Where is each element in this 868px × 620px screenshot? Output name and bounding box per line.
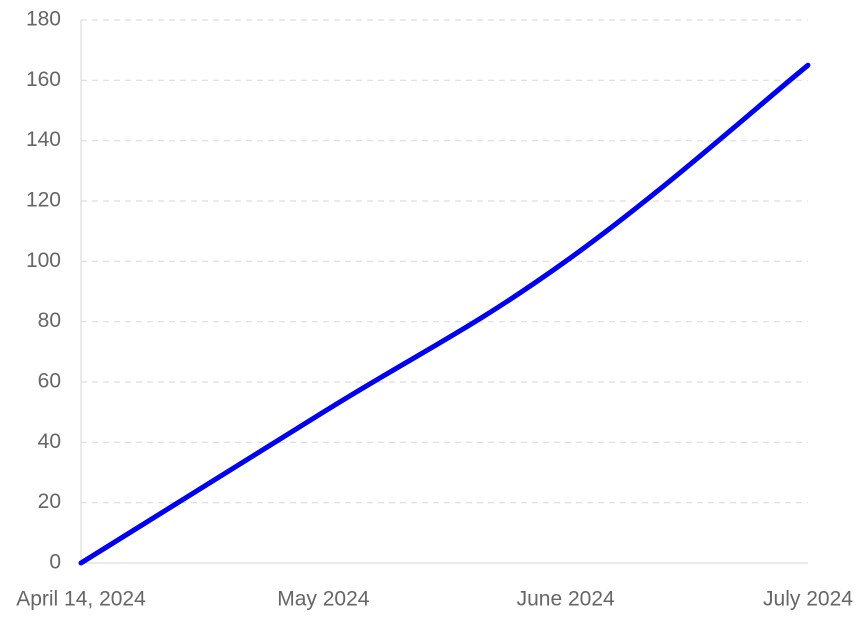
y-tick-label: 80 (38, 309, 61, 332)
y-tick-label: 20 (38, 490, 61, 513)
y-tick-label: 40 (38, 430, 61, 453)
y-tick-label: 120 (26, 189, 61, 212)
y-tick-label: 180 (26, 8, 61, 31)
y-tick-label: 160 (26, 68, 61, 91)
y-tick-label: 100 (26, 249, 61, 272)
x-tick-label: June 2024 (517, 588, 615, 611)
y-tick-label: 0 (49, 551, 61, 574)
x-tick-label: July 2024 (763, 588, 853, 611)
line (78, 62, 811, 566)
y-tick-label: 140 (26, 128, 61, 151)
x-tick-label: May 2024 (277, 588, 370, 611)
y-tick-label: 60 (38, 370, 61, 393)
x-tick-label: April 14, 2024 (16, 588, 146, 611)
